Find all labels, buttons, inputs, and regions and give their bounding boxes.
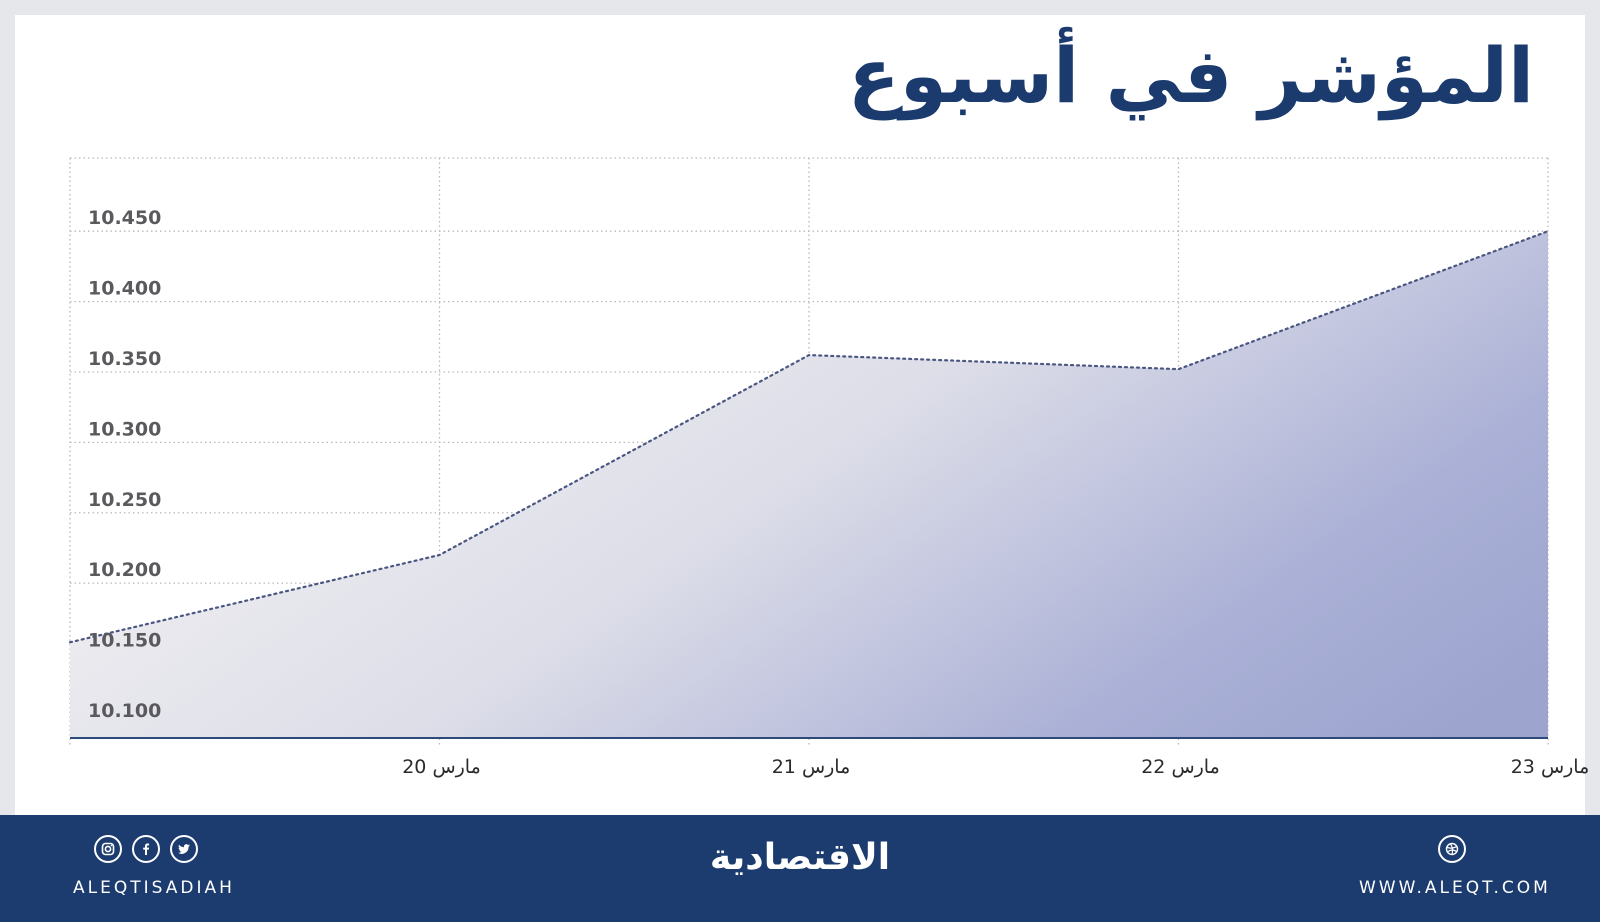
y-axis: 10.100 10.150 10.200 10.250 10.300 10.350 10.4… bbox=[88, 207, 161, 722]
area-fill bbox=[70, 231, 1548, 738]
y-tick-label: 10.350 bbox=[88, 348, 161, 370]
social-handle: ALEQTISADIAH bbox=[73, 878, 235, 898]
x-tick-label: 23 مارس bbox=[1511, 756, 1590, 778]
x-tick-label: 20 مارس bbox=[402, 756, 481, 778]
website-url[interactable]: WWW.ALEQT.COM bbox=[1359, 878, 1551, 898]
x-axis: 20 مارس 21 مارس 22 مارس 23 مارس bbox=[402, 756, 1589, 778]
y-tick-label: 10.300 bbox=[88, 418, 161, 440]
instagram-icon[interactable] bbox=[94, 835, 122, 863]
social-icons bbox=[94, 835, 198, 863]
x-tick-label: 22 مارس bbox=[1141, 756, 1220, 778]
chart: 10.100 10.150 10.200 10.250 10.300 10.350 10.4… bbox=[68, 157, 1589, 778]
twitter-icon[interactable] bbox=[170, 835, 198, 863]
y-tick-label: 10.150 bbox=[88, 630, 161, 652]
y-tick-label: 10.250 bbox=[88, 489, 161, 511]
facebook-icon[interactable] bbox=[132, 835, 160, 863]
chart-title: المؤشر في أسبوع bbox=[847, 31, 1534, 120]
y-tick-label: 10.100 bbox=[88, 700, 161, 722]
web-icons bbox=[1438, 835, 1466, 863]
y-tick-label: 10.200 bbox=[88, 559, 161, 581]
y-tick-label: 10.450 bbox=[88, 207, 161, 229]
footer: ALEQTISADIAH الاقتصادية WWW.ALEQT.COM bbox=[0, 815, 1600, 922]
y-tick-label: 10.400 bbox=[88, 278, 161, 300]
area-layer bbox=[68, 230, 1550, 739]
globe-icon[interactable] bbox=[1438, 835, 1466, 863]
x-tick-label: 21 مارس bbox=[772, 756, 851, 778]
logo: الاقتصادية bbox=[709, 837, 891, 878]
